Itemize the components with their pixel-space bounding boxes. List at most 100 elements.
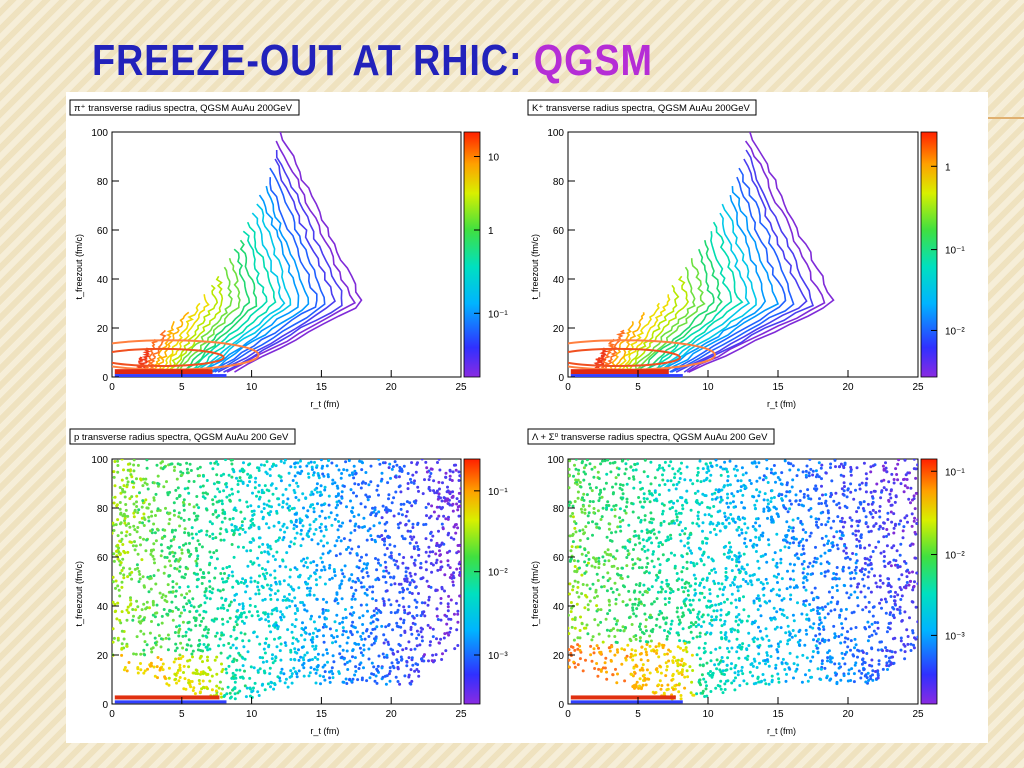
density-point [873,621,877,624]
density-point [147,515,151,519]
density-point [332,660,336,664]
density-point [858,546,862,550]
density-point [634,468,638,472]
density-point [597,632,601,636]
density-point [836,547,840,551]
density-point [416,485,420,489]
density-point [659,687,663,691]
density-point [568,592,571,596]
density-point [804,588,808,592]
density-point [312,471,316,475]
density-point [360,676,364,680]
density-point [752,495,756,499]
density-point [209,461,213,465]
density-point [150,514,154,518]
density-point [843,461,847,465]
density-point [205,508,209,512]
density-point [376,669,380,673]
density-point [338,586,342,590]
density-point [655,651,659,655]
density-point [228,696,232,700]
density-point [365,679,369,683]
density-point [227,574,231,577]
density-point [322,474,326,478]
density-point [792,586,796,590]
density-point [772,472,776,476]
density-point [680,586,684,589]
density-point [638,541,642,545]
density-point [735,615,739,619]
density-point [302,603,306,607]
density-point [338,552,342,556]
density-point [913,636,916,640]
density-point [203,590,207,594]
density-point [276,589,280,593]
density-point [632,548,635,551]
density-point [213,495,217,499]
density-point [902,525,906,529]
density-point [268,467,272,471]
density-point [353,673,357,677]
density-point [648,634,652,638]
density-point [734,619,738,623]
density-point [383,508,387,512]
density-point [405,660,409,664]
density-point [849,470,853,473]
density-point [312,620,316,624]
density-point [896,478,900,482]
density-point [455,567,459,571]
density-point [174,649,177,653]
density-point [345,468,349,472]
density-point [182,605,185,609]
density-point [698,681,702,685]
density-point [749,539,752,542]
density-point [373,679,377,683]
density-point [401,596,405,600]
density-point [230,487,234,491]
density-point [312,593,316,597]
density-point [119,621,123,625]
density-point [167,522,171,526]
density-point [885,661,889,665]
density-point [240,524,244,527]
density-point [890,650,894,654]
y-tick-label: 60 [553,226,565,237]
density-point [192,605,196,609]
density-point [903,516,907,520]
density-point [707,513,711,517]
density-point [141,521,144,525]
density-point [824,570,827,574]
density-point [289,658,293,661]
density-point [568,467,571,471]
density-point [809,572,813,576]
density-point [116,470,120,474]
density-point [728,459,732,463]
density-point [568,665,570,669]
density-point [391,628,395,632]
density-point [136,511,140,515]
density-point [287,592,291,596]
density-point [669,622,673,626]
y-tick-label: 0 [558,373,564,384]
density-point [287,471,291,475]
density-point [684,647,688,651]
density-point [377,459,381,461]
density-point [303,608,307,612]
density-point [248,480,252,484]
density-point [337,468,341,472]
density-point [863,561,867,565]
density-point [811,469,815,473]
density-point [648,613,652,617]
density-point [297,658,301,662]
density-point [647,677,651,681]
density-point [698,657,702,661]
density-point [185,592,189,596]
density-point [331,641,334,645]
density-point [726,479,730,483]
density-point [357,545,361,549]
density-point [658,625,662,629]
density-point [243,669,246,673]
density-point [846,679,850,683]
density-point [234,620,238,624]
contour-core [112,347,225,367]
